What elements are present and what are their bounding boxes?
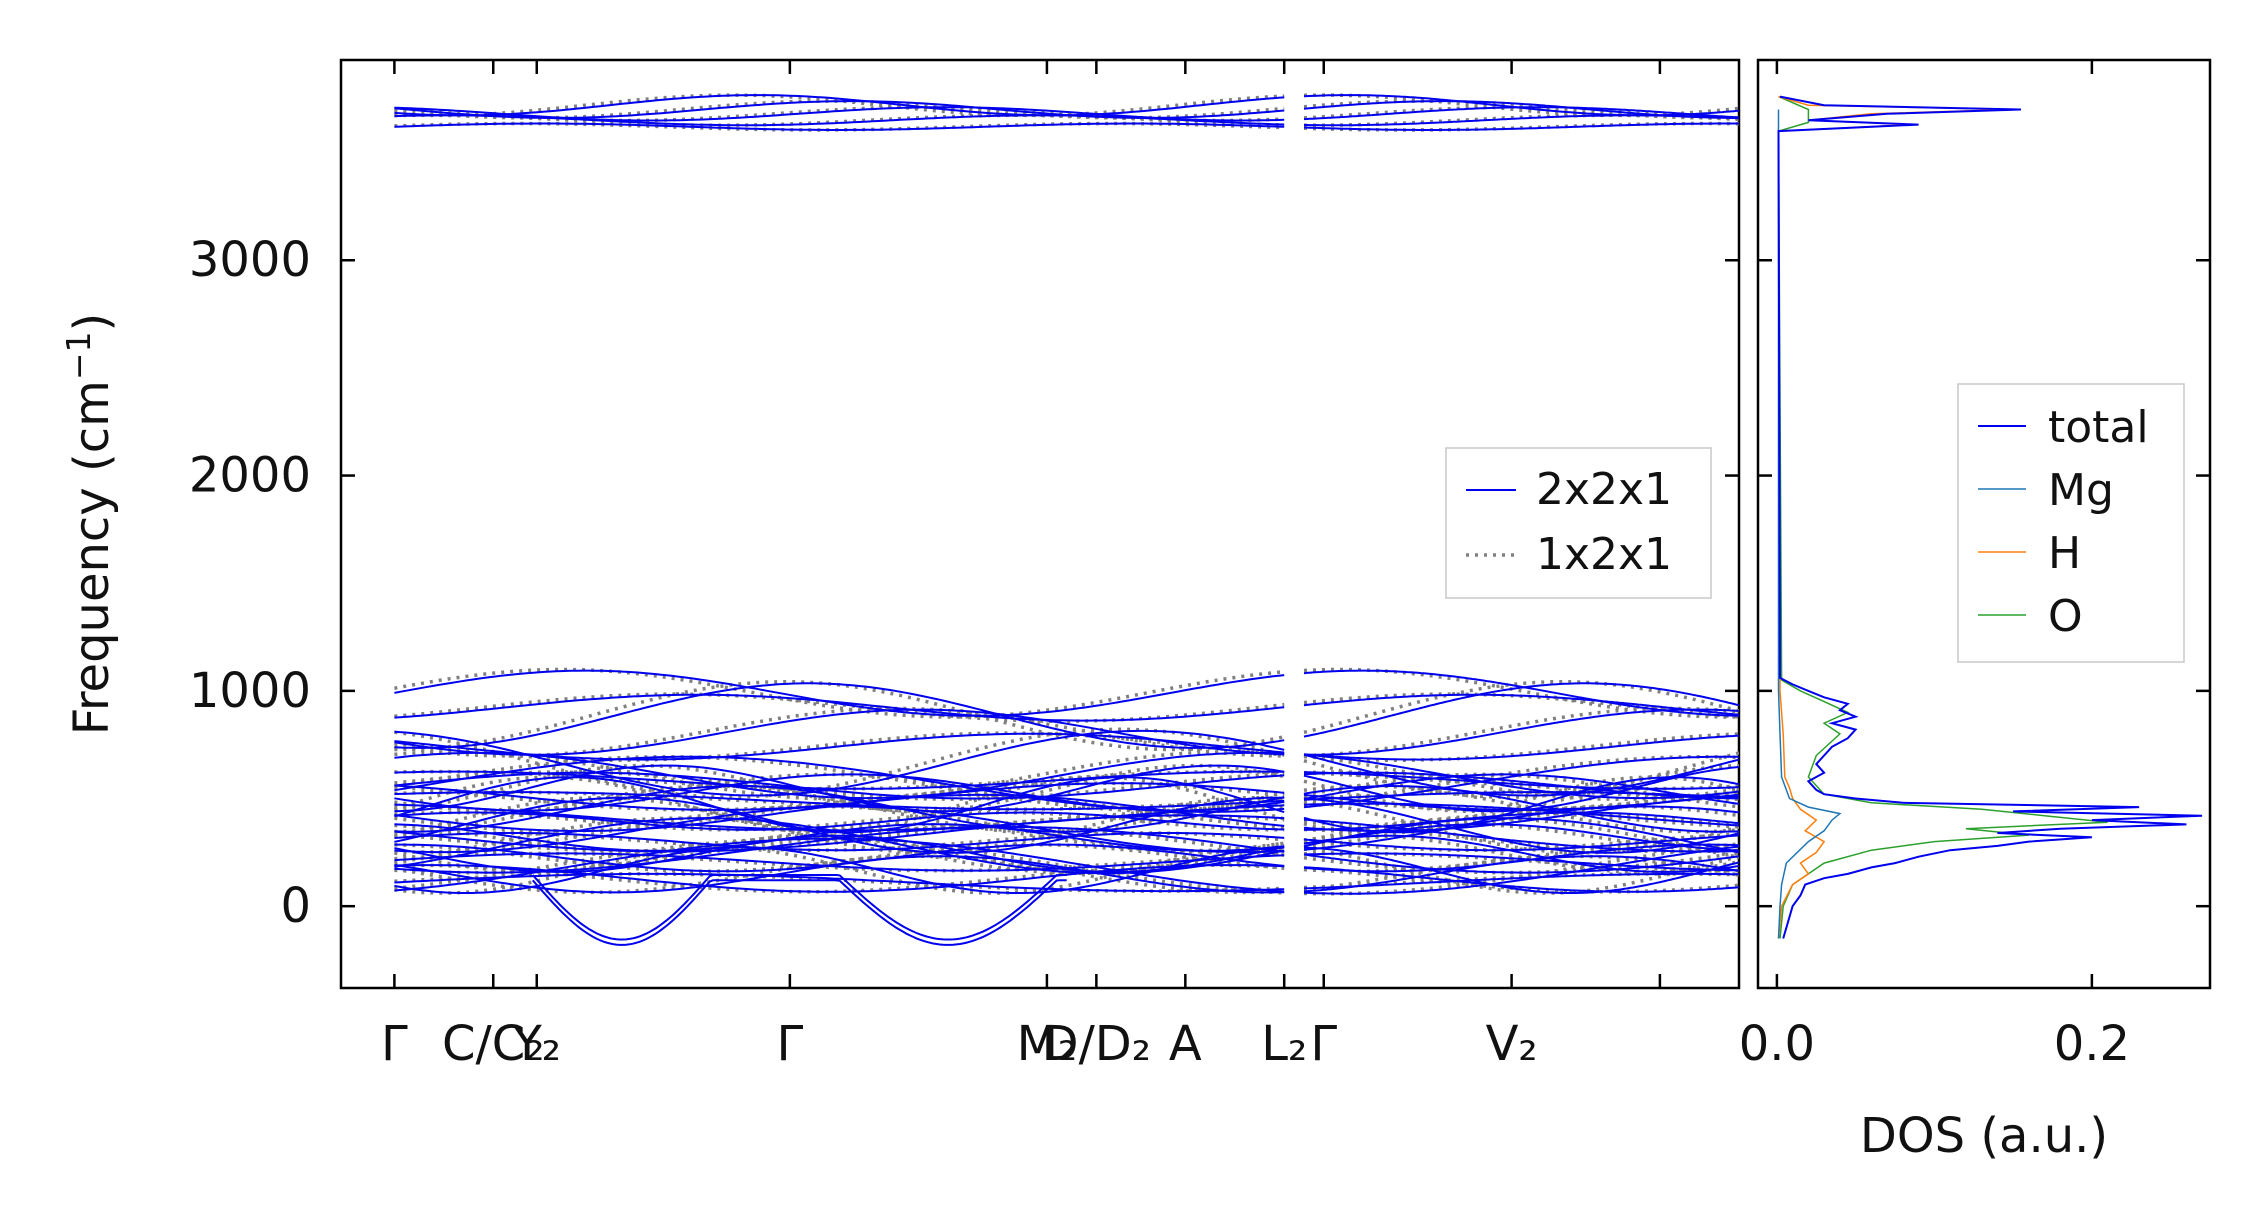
band-x-tick-label: M₂: [1017, 1016, 1078, 1072]
band-y-axis-label: Frequency (cm−1): [59, 313, 120, 736]
band-x-tick-label: L₂: [1261, 1016, 1307, 1072]
legend-label-mg: Mg: [2048, 465, 2114, 516]
dos-x-axis-label: DOS (a.u.): [1860, 1108, 2108, 1164]
band-x-tick-label: A: [1169, 1016, 1202, 1072]
legend-label-h: H: [2048, 528, 2081, 579]
dos-series-total: [1777, 95, 2203, 939]
band-x-tick-label: Γ: [381, 1016, 408, 1072]
band-x-tick-label: V₂: [1486, 1016, 1538, 1072]
band-y-tick-label: 3000: [189, 232, 311, 288]
band-legend-frame: [1445, 447, 1712, 599]
dos-lines: [1777, 95, 2203, 939]
band-y-tick-label: 2000: [189, 448, 311, 504]
dos-plot-frame: [1756, 58, 2212, 990]
legend-label-2x2x1: 2x2x1: [1536, 464, 1672, 515]
band-plot-frame: [339, 58, 1741, 990]
band-y-tick-label: 1000: [189, 663, 311, 719]
band-y-axis: 0 1000 2000 3000: [189, 232, 1739, 934]
legend-label-total: total: [2048, 402, 2149, 453]
legend-label-o: O: [2048, 591, 2083, 642]
band-x-tick-label: Γ: [776, 1016, 803, 1072]
band-x-tick-label: D/D₂: [1042, 1016, 1151, 1072]
dos-legend: total Mg H O: [1957, 383, 2185, 663]
band-lines: [393, 93, 1739, 946]
band-legend: 2x2x1 1x2x1: [1445, 447, 1712, 599]
band-y-tick-label: 0: [280, 878, 311, 934]
dos-y-axis: [1758, 258, 2210, 908]
dos-x-tick-label: 0.2: [2054, 1016, 2130, 1072]
dos-series-mg: [1777, 109, 1842, 939]
dos-x-axis: 0.0 0.2: [1739, 60, 2130, 1072]
band-x-tick-label: Γ: [1310, 1016, 1337, 1072]
band-x-tick-label: Y₂: [511, 1016, 561, 1072]
band-x-tick-label: C/C₂: [442, 1016, 544, 1072]
dos-x-tick-label: 0.0: [1739, 1016, 1815, 1072]
legend-label-1x2x1: 1x2x1: [1536, 529, 1672, 580]
dos-panel: 0.0 0.2 DOS (a.u.): [1739, 58, 2212, 1164]
